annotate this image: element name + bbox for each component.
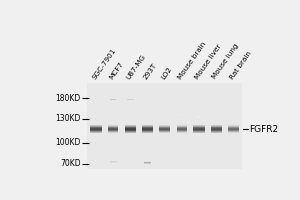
Bar: [159, 125, 170, 126]
Bar: [229, 129, 238, 130]
Bar: [177, 130, 188, 131]
Bar: [88, 83, 242, 169]
Bar: [142, 126, 153, 127]
Bar: [90, 128, 102, 129]
Bar: [124, 130, 136, 131]
Bar: [108, 131, 118, 132]
Bar: [142, 129, 153, 130]
Text: Mouse liver: Mouse liver: [194, 43, 223, 80]
Bar: [124, 132, 136, 133]
Bar: [194, 130, 205, 131]
Bar: [211, 130, 222, 131]
Bar: [194, 125, 205, 126]
Bar: [142, 127, 153, 128]
Bar: [124, 129, 136, 130]
Bar: [108, 130, 118, 131]
Bar: [194, 128, 205, 129]
Bar: [108, 126, 118, 127]
Bar: [211, 127, 222, 128]
Text: MCF7: MCF7: [108, 60, 125, 80]
Bar: [194, 132, 205, 133]
Bar: [229, 131, 238, 132]
Text: SGC-7901: SGC-7901: [91, 47, 117, 80]
Bar: [177, 132, 188, 133]
Text: Mouse lung: Mouse lung: [212, 43, 240, 80]
Bar: [177, 128, 188, 129]
Bar: [108, 127, 118, 128]
Bar: [177, 125, 188, 126]
Text: U87-MG: U87-MG: [125, 53, 147, 80]
Bar: [211, 131, 222, 132]
Bar: [177, 126, 188, 127]
Bar: [124, 128, 136, 129]
Bar: [211, 125, 222, 126]
Bar: [90, 132, 102, 133]
Bar: [194, 129, 205, 130]
Text: 180KD: 180KD: [55, 94, 80, 103]
Text: Rat brain: Rat brain: [229, 50, 252, 80]
Bar: [211, 126, 222, 127]
Bar: [229, 130, 238, 131]
Bar: [90, 125, 102, 126]
Bar: [124, 125, 136, 126]
Bar: [159, 126, 170, 127]
Bar: [159, 127, 170, 128]
Bar: [177, 129, 188, 130]
Bar: [194, 126, 205, 127]
Bar: [194, 131, 205, 132]
Bar: [90, 126, 102, 127]
Text: Mouse brain: Mouse brain: [177, 41, 207, 80]
Bar: [90, 131, 102, 132]
Bar: [229, 127, 238, 128]
Text: FGFR2: FGFR2: [249, 125, 278, 134]
Bar: [211, 132, 222, 133]
Bar: [108, 128, 118, 129]
Bar: [108, 125, 118, 126]
Bar: [177, 131, 188, 132]
Bar: [142, 130, 153, 131]
Bar: [90, 129, 102, 130]
Text: 70KD: 70KD: [60, 159, 80, 168]
Bar: [159, 129, 170, 130]
Bar: [229, 126, 238, 127]
Bar: [142, 125, 153, 126]
Bar: [159, 128, 170, 129]
Bar: [108, 129, 118, 130]
Bar: [211, 129, 222, 130]
Bar: [142, 128, 153, 129]
Bar: [159, 130, 170, 131]
Bar: [124, 126, 136, 127]
Bar: [229, 128, 238, 129]
Text: 293T: 293T: [143, 62, 158, 80]
Text: 130KD: 130KD: [55, 114, 80, 123]
Bar: [211, 128, 222, 129]
Text: LO2: LO2: [160, 65, 173, 80]
Bar: [159, 131, 170, 132]
Text: 100KD: 100KD: [55, 138, 80, 147]
Bar: [177, 127, 188, 128]
Bar: [159, 132, 170, 133]
Bar: [124, 131, 136, 132]
Bar: [194, 127, 205, 128]
Bar: [108, 132, 118, 133]
Bar: [142, 131, 153, 132]
Bar: [124, 127, 136, 128]
Bar: [90, 130, 102, 131]
Bar: [229, 132, 238, 133]
Bar: [90, 127, 102, 128]
Bar: [142, 132, 153, 133]
Bar: [229, 125, 238, 126]
